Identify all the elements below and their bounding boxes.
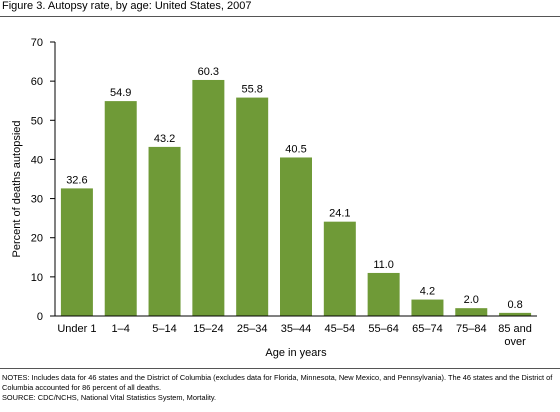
chart-area: 0 10 20 30 40 50 60 70 32.6 54.9 43.2 60.3 55.8 40.5… — [0, 20, 560, 365]
y-tick-label: 40 — [31, 154, 43, 166]
bar — [148, 146, 181, 316]
notes-block: NOTES: Includes data for 46 states and t… — [2, 373, 556, 402]
top-divider — [0, 16, 560, 17]
bar — [192, 79, 225, 317]
notes-text: NOTES: Includes data for 46 states and t… — [2, 373, 553, 392]
y-axis: 0 10 20 30 40 50 60 70 — [31, 37, 56, 323]
bar-value-label: 24.1 — [329, 208, 350, 220]
bottom-divider — [0, 368, 560, 369]
x-axis: Under 1 1–4 5–14 15–24 25–34 35–44 45–54 55–64 6… — [55, 315, 537, 348]
x-tick-label: 25–34 — [237, 323, 268, 335]
x-tick-label-line2: over — [504, 336, 526, 348]
x-tick-label: Under 1 — [57, 323, 96, 335]
bar-value-label: 43.2 — [154, 133, 175, 145]
bar — [104, 101, 137, 316]
bar-value-label: 40.5 — [285, 143, 306, 155]
y-tick-label: 70 — [31, 37, 43, 49]
bar-value-label: 55.8 — [241, 84, 262, 96]
bar — [236, 97, 269, 316]
bar — [323, 221, 356, 316]
x-tick-label: 75–84 — [456, 323, 487, 335]
x-tick-label: 55–64 — [368, 323, 399, 335]
x-tick-label: 35–44 — [281, 323, 312, 335]
y-tick-label: 0 — [37, 311, 43, 323]
bar — [499, 312, 532, 316]
bar-value-label: 54.9 — [110, 87, 131, 99]
x-axis-title: Age in years — [265, 347, 327, 359]
y-tick-label: 50 — [31, 115, 43, 127]
x-tick-label: 15–24 — [193, 323, 224, 335]
source-text: SOURCE: CDC/NCHS, National Vital Statist… — [2, 392, 217, 402]
bar-value-label: 2.0 — [464, 294, 479, 306]
x-tick-label: 1–4 — [112, 323, 130, 335]
bar-value-label: 60.3 — [198, 66, 219, 78]
bar — [280, 157, 312, 316]
y-tick-label: 20 — [31, 233, 43, 245]
bar-value-label: 4.2 — [420, 286, 435, 298]
x-tick-label: 65–74 — [412, 323, 443, 335]
bar — [411, 299, 444, 316]
bar-chart: 0 10 20 30 40 50 60 70 32.6 54.9 43.2 60.3 55.8 40.5… — [11, 37, 537, 359]
x-tick-label: 85 and — [498, 323, 532, 335]
y-tick-label: 10 — [31, 272, 43, 284]
bars: 32.6 54.9 43.2 60.3 55.8 40.5 24.1 11.0 4.2 2.0 0.… — [60, 66, 532, 317]
x-tick-label: 5–14 — [152, 323, 176, 335]
y-axis-title: Percent of deaths autopsied — [11, 121, 23, 258]
x-tick-label: 45–54 — [325, 323, 356, 335]
bar-value-label: 32.6 — [66, 174, 87, 186]
bar-value-label: 0.8 — [507, 299, 522, 311]
bar — [60, 188, 93, 316]
y-tick-label: 60 — [31, 76, 43, 88]
bar — [367, 272, 400, 316]
figure-title: Figure 3. Autopsy rate, by age: United S… — [2, 0, 252, 12]
y-tick-label: 30 — [31, 194, 43, 206]
bar — [455, 308, 488, 316]
bar-value-label: 11.0 — [373, 259, 394, 271]
